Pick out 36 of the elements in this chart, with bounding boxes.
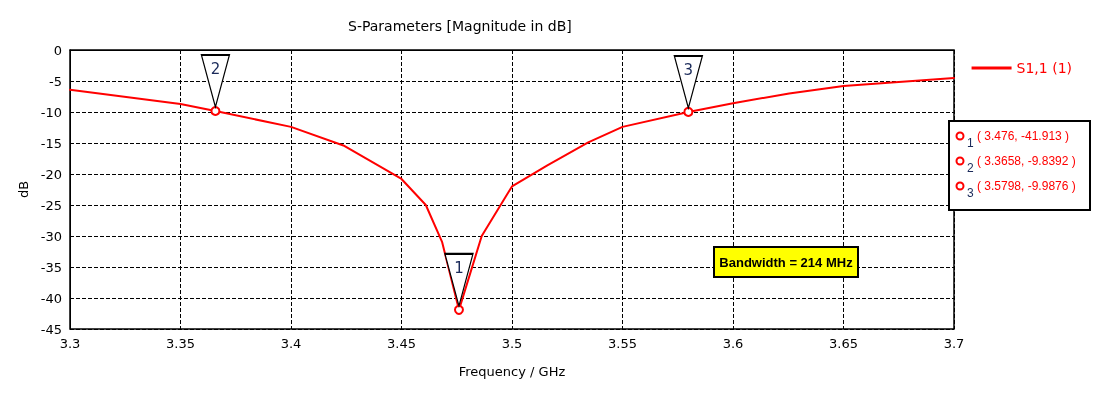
y-tick-label: -40: [40, 290, 62, 306]
y-tick-label: -10: [40, 104, 62, 120]
y-tick-label: -25: [40, 197, 62, 213]
point: [453, 304, 464, 315]
x-tick-label: 3.7: [943, 336, 965, 351]
x-axis-title: Frequency / GHz: [458, 364, 566, 379]
y-tick-label: -45: [40, 321, 62, 337]
annotation: Bandwidth = 214 MHz: [713, 246, 859, 278]
text: ( 3.476, -41.913 ): [977, 128, 1070, 144]
x-tick-label: 3.5: [501, 336, 523, 351]
y-tick-label: -20: [40, 166, 62, 182]
x-tick-label: 3.3: [59, 336, 81, 351]
text: ( 3.3658, -9.8392 ): [977, 153, 1076, 169]
annotation: 2: [210, 60, 221, 78]
x-tick-label: 3.65: [829, 336, 858, 351]
text: 2: [967, 161, 974, 175]
annotation: 1: [454, 258, 464, 277]
y-tick-label: -5: [49, 73, 62, 89]
chart-title: S-Parameters [Magnitude in dB]: [348, 18, 572, 34]
x-tick-label: 3.6: [722, 336, 744, 351]
x-tick-label: 3.4: [280, 336, 302, 351]
text: 3: [967, 186, 974, 200]
text: ( 3.5798, -9.9876 ): [977, 178, 1076, 194]
point: [210, 106, 221, 116]
x-tick-label: 3.55: [608, 336, 637, 351]
x-tick-label: 3.45: [387, 336, 416, 351]
y-tick-label: -15: [40, 135, 62, 151]
y-axis-title: dB: [15, 180, 31, 199]
point: [683, 106, 694, 117]
y-tick-label: -35: [40, 259, 62, 275]
y-tick-label: 0: [53, 42, 62, 58]
annotation: 3: [683, 60, 694, 79]
text: 1: [967, 136, 974, 150]
y-tick-label: -30: [40, 228, 62, 244]
legend-label: S1,1 (1): [1016, 60, 1072, 76]
x-tick-label: 3.35: [166, 336, 195, 351]
